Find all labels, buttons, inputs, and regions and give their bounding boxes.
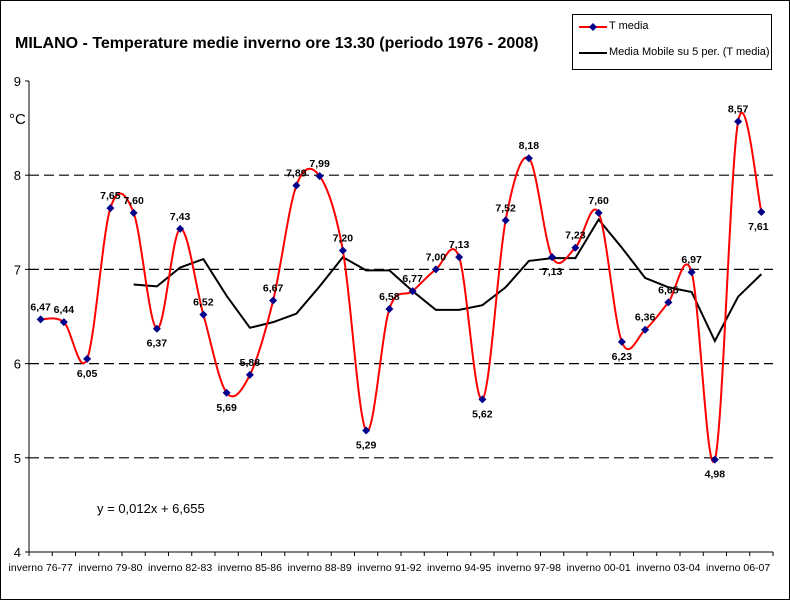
y-tick-label-8: 8 [14,168,21,183]
data-label: 7,00 [426,251,447,263]
data-point-marker [431,265,440,274]
data-label: 7,23 [565,230,586,242]
data-point-marker [710,455,719,464]
y-tick-label-9: 9 [14,74,21,89]
legend-item-t-media: T media [573,19,771,35]
data-point-marker [36,315,45,324]
data-point-marker [362,426,371,435]
data-label: 7,43 [170,211,191,223]
data-point-marker [245,370,254,379]
legend-label-t-media: T media [609,20,649,32]
x-tick-label: inverno 94-95 [427,562,491,574]
legend: T media Media Mobile su 5 per. (T media) [572,14,772,70]
data-label: 6,97 [681,254,702,266]
data-label: 7,65 [100,190,121,202]
data-label: 7,52 [495,202,516,214]
data-point-marker [315,172,324,181]
data-point-marker [641,325,650,334]
data-point-marker [594,208,603,217]
data-point-marker [385,304,394,313]
data-point-marker [152,324,161,333]
trendline-equation: y = 0,012x + 6,655 [97,501,205,516]
data-point-marker [408,287,417,296]
data-label: 6,05 [77,368,98,380]
data-point-marker [501,216,510,225]
data-point-marker [664,298,673,307]
data-label: 7,60 [123,195,144,207]
data-label: 7,20 [333,233,354,245]
x-tick-label: inverno 06-07 [706,562,770,574]
x-tick-label: inverno 00-01 [567,562,631,574]
data-point-marker [455,253,464,262]
data-point-marker [757,207,766,216]
series-line-t-media [40,111,763,464]
data-label: 6,44 [54,304,75,316]
data-label: 7,99 [309,158,330,170]
data-point-marker [199,310,208,319]
data-label: 8,18 [519,140,540,152]
data-point-marker [617,337,626,346]
y-axis-unit: °C [9,111,26,128]
data-label: 6,36 [635,312,656,324]
series-line-moving-average [133,217,763,344]
data-label: 6,58 [379,291,400,303]
data-label: 6,65 [658,284,679,296]
x-tick-label: inverno 97-98 [497,562,561,574]
data-label: 5,69 [216,402,237,414]
data-label: 4,98 [705,469,726,481]
data-label: 8,57 [728,104,749,116]
legend-swatch-t-media [579,23,607,31]
data-point-marker [83,354,92,363]
data-point-marker [734,117,743,126]
data-point-marker [129,208,138,217]
data-point-marker [269,296,278,305]
x-tick-label: inverno 82-83 [148,562,212,574]
data-point-marker [478,395,487,404]
data-point-marker [176,224,185,233]
legend-swatch-moving-average [579,52,607,54]
data-label: 6,47 [30,301,51,313]
data-point-marker [59,318,68,327]
data-point-marker [687,268,696,277]
data-label: 5,62 [472,408,493,420]
x-tick-label: inverno 91-92 [357,562,421,574]
chart-title: MILANO - Temperature medie inverno ore 1… [15,35,539,52]
data-point-marker [338,246,347,255]
legend-label-moving-average: Media Mobile su 5 per. (T media) [609,46,770,58]
data-label: 5,88 [240,357,261,369]
data-point-marker [548,253,557,262]
data-label: 6,23 [612,351,633,363]
y-tick-label-6: 6 [14,357,21,372]
y-tick-label-4: 4 [14,545,21,560]
x-tick-label: inverno 03-04 [636,562,700,574]
data-label: 7,13 [449,239,470,251]
data-label: 7,89 [286,168,307,180]
data-label: 6,67 [263,282,284,294]
data-labels: 6,47 6,446,057,65 7,606,377,436,525,695,88… [30,104,768,481]
grid-lines [29,174,773,459]
data-label: 5,29 [356,439,377,451]
x-tick-label: inverno 85-86 [218,562,282,574]
data-point-marker [106,204,115,213]
data-label: 7,60 [588,195,609,207]
x-tick-label: inverno 88-89 [288,562,352,574]
legend-item-moving-average: Media Mobile su 5 per. (T media) [573,45,771,61]
y-tick-label-7: 7 [14,262,21,277]
data-label: 6,52 [193,297,214,309]
data-label: 7,61 [748,221,769,233]
data-label: 6,77 [402,273,423,285]
series [36,111,766,464]
y-tick-label-5: 5 [14,451,21,466]
data-point-marker [292,181,301,190]
x-tick-label: inverno 76-77 [9,562,73,574]
x-tick-label: inverno 79-80 [78,562,142,574]
axes: 4 5 6 7 8 9 inverno 76-77 inverno 79-80 inverno … [9,74,774,574]
data-point-marker [571,243,580,252]
data-point-marker [524,154,533,163]
data-label: 6,37 [147,338,168,350]
data-point-marker [222,388,231,397]
data-label: 7,13 [542,266,563,278]
